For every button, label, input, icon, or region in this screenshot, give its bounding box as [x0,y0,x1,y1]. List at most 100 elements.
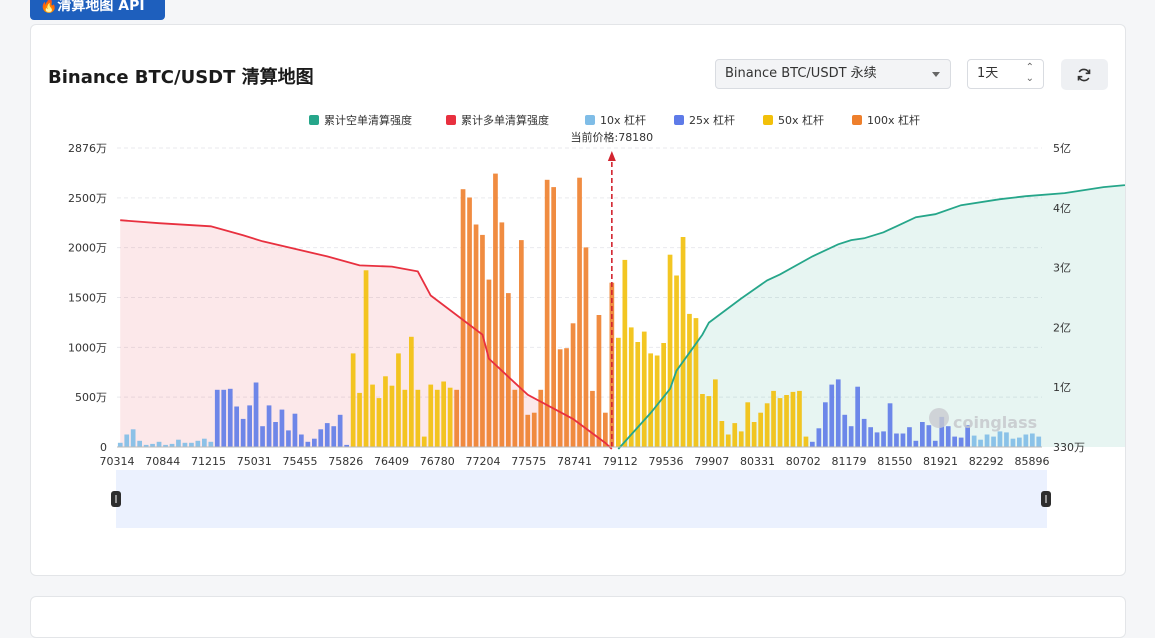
lev100-bar [499,222,505,447]
x-tick-label: 77575 [511,455,546,468]
lev10-bar [117,442,123,447]
lev50-bar [661,343,666,447]
lev10-bar [137,440,142,447]
lev50-bar [784,395,789,447]
lev25-bar [881,431,886,447]
lev50-bar [363,270,369,447]
legend-swatch [446,115,456,125]
page-title: Binance BTC/USDT 清算地图 [48,67,314,88]
x-tick-label: 80331 [740,455,775,468]
lev100-bar [473,224,479,447]
y-right-tick-label: 1亿 [1053,381,1071,394]
y-left-tick-label: 1000万 [68,341,107,354]
lev50-bar [693,318,699,447]
lev100-bar [467,197,472,447]
lev10-bar [1017,437,1022,447]
lev25-bar [842,414,848,447]
lev100-bar [480,234,485,447]
lev50-bar [687,313,692,447]
lev50-bar [713,379,718,447]
lev100-bar [519,240,524,447]
lev100-bar [583,247,589,447]
y-left-tick-label: 1500万 [68,292,107,305]
lev50-bar [421,436,427,447]
short-cumulative-line [617,184,1125,450]
lev10-bar [124,434,130,447]
lev50-bar [674,275,679,447]
lev25-bar [253,382,259,447]
legend-swatch [309,115,319,125]
lev10-bar [130,429,136,447]
lev100-bar [590,390,595,447]
legend-label: 50x 杠杆 [778,113,824,127]
lev25-bar [312,438,317,447]
lev10-bar [182,442,188,447]
lev10-bar [1030,433,1035,447]
lev10-bar [163,444,168,447]
lev50-bar [667,254,673,447]
lev50-bar [635,342,641,447]
lev10-bar [189,442,194,447]
lev25-bar [932,440,938,447]
liquidation-chart: 当前价格:78180 0 500万 1000万 1500万 2000万 2500万 2876… [68,113,1125,528]
lev50-bar [441,381,446,447]
lev100-bar [557,349,563,447]
lev25-bar [273,422,278,447]
lev10-bar [143,444,149,447]
lev10-bar [169,443,175,447]
lev25-bar [324,423,330,447]
y-right-tick-label: 3亿 [1053,262,1071,275]
lev10-bar [195,440,201,447]
refresh-button[interactable] [1061,59,1108,90]
x-tick-label: 76780 [420,455,455,468]
lev25-bar [952,436,957,447]
chevron-down-icon [932,72,940,77]
lev50-bar [434,389,440,447]
lev50-bar [628,327,634,447]
lev25-bar [318,429,324,447]
legend-swatch [763,115,773,125]
lev50-bar [725,434,731,447]
lev25-bar [894,433,899,447]
lev100-bar [512,389,518,447]
y-right-tick-label: 5亿 [1053,142,1071,155]
y-right-tick-label: 4亿 [1053,202,1071,215]
lev50-bar [758,412,763,447]
lev100-bar [460,189,466,447]
exchange-select[interactable]: Binance BTC/USDT 永续 [715,59,951,89]
lev50-bar [622,259,628,447]
lev25-bar [874,432,880,447]
lev10-bar [1010,438,1016,447]
lev10-bar [991,436,996,447]
lev25-bar [305,441,311,447]
lev10-bar [1036,436,1042,447]
long-cumulative-line [120,219,613,450]
y-left-tick-label: 2000万 [68,242,107,255]
x-tick-label: 80702 [786,455,821,468]
lev25-bar [286,430,291,447]
lev25-bar [887,403,893,447]
current-price-arrow [607,151,616,161]
y-left-tick-label: 2876万 [68,142,107,155]
lev10-bar [1023,434,1029,447]
refresh-icon [1077,68,1091,82]
period-select[interactable]: 1天 ⌃ ⌄ [967,59,1044,89]
lev10-bar [208,441,214,447]
lev50-bar [738,431,744,447]
lev50-bar [700,394,705,447]
lev100-bar [551,187,556,447]
lev50-bar [719,421,725,447]
lev100-bar [564,348,569,447]
api-badge[interactable]: 🔥清算地图 API [30,0,165,20]
lev50-bar [616,337,621,447]
y-left-tick-label: 0 [100,441,107,454]
lev25-bar [221,389,227,447]
lev50-bar [654,355,660,447]
lev25-bar [266,405,272,447]
lev50-bar [370,384,375,447]
lev25-bar [227,388,233,447]
lev10-bar [1004,432,1009,447]
lev50-bar [350,353,356,447]
lev100-bar [603,412,608,447]
lev100-bar [570,323,576,447]
